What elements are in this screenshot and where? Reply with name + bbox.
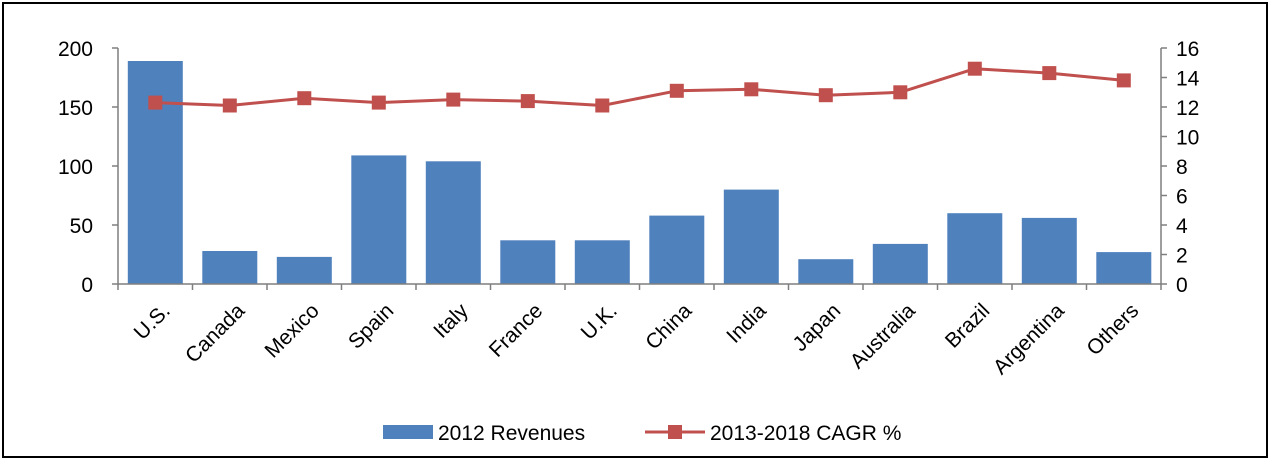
category-label-10: Australia	[846, 299, 920, 373]
bar-13	[1096, 252, 1152, 284]
right-tick-label-0: 0	[1176, 274, 1188, 297]
cagr-marker-4	[446, 92, 461, 107]
category-label-8: India	[722, 299, 771, 348]
cagr-marker-12	[1042, 66, 1057, 81]
cagr-marker-8	[744, 82, 759, 97]
line-group	[148, 61, 1131, 113]
right-tick-label-5: 10	[1176, 127, 1199, 150]
right-tick-label-1: 2	[1176, 245, 1188, 268]
cagr-marker-7	[669, 83, 684, 98]
category-label-7: China	[641, 299, 696, 354]
cagr-marker-0	[148, 95, 163, 110]
cagr-marker-3	[371, 95, 386, 110]
legend-marker-swatch	[668, 425, 682, 439]
legend-label-revenues: 2012 Revenues	[438, 422, 585, 445]
category-label-11: Brazil	[941, 299, 994, 352]
bar-1	[202, 251, 258, 284]
cagr-marker-11	[967, 61, 982, 76]
category-label-3: Spain	[344, 299, 398, 353]
bar-7	[649, 215, 705, 284]
legend-label-cagr: 2013-2018 CAGR %	[710, 422, 901, 445]
cagr-marker-2	[297, 91, 312, 106]
bar-4	[425, 161, 481, 284]
bar-0	[127, 61, 183, 284]
legend: 2012 Revenues 2013-2018 CAGR %	[383, 422, 901, 445]
bar-10	[872, 243, 928, 284]
bar-9	[798, 259, 854, 284]
category-label-1: Canada	[181, 299, 250, 368]
cagr-marker-9	[818, 88, 833, 103]
category-label-9: Japan	[789, 299, 846, 356]
category-label-4: Italy	[429, 299, 473, 343]
category-label-0: U.S.	[130, 299, 175, 344]
cagr-marker-6	[595, 98, 610, 113]
cagr-marker-1	[222, 98, 237, 113]
right-tick-label-7: 14	[1176, 68, 1200, 91]
cagr-marker-13	[1116, 73, 1131, 88]
category-label-5: France	[485, 299, 547, 361]
left-tick-label-2: 100	[58, 156, 93, 179]
cagr-marker-5	[520, 94, 535, 109]
bar-6	[574, 240, 630, 284]
bar-11	[947, 213, 1003, 284]
bars-group	[127, 61, 1152, 284]
right-tick-label-3: 6	[1176, 186, 1188, 209]
left-tick-label-1: 50	[70, 215, 93, 238]
category-label-13: Others	[1082, 299, 1143, 360]
right-tick-label-2: 4	[1176, 215, 1188, 238]
bar-8	[723, 189, 779, 284]
left-tick-label-4: 200	[58, 38, 93, 61]
right-tick-label-6: 12	[1176, 97, 1199, 120]
axes-group	[112, 47, 1167, 290]
category-label-12: Argentina	[989, 299, 1069, 379]
bar-5	[500, 240, 556, 284]
right-tick-label-8: 16	[1176, 38, 1199, 61]
bar-2	[276, 256, 332, 284]
bar-12	[1021, 217, 1077, 284]
category-label-2: Mexico	[260, 299, 323, 362]
right-tick-label-4: 8	[1176, 156, 1188, 179]
bar-3	[351, 155, 407, 284]
legend-bar-swatch	[383, 425, 433, 439]
cagr-marker-10	[893, 85, 908, 100]
cagr-line	[155, 67, 1124, 107]
category-label-6: U.K.	[577, 299, 622, 344]
left-tick-label-0: 0	[81, 274, 93, 297]
left-tick-label-3: 150	[58, 97, 93, 120]
ticks-group: 0 50 100 150 200 0 2 4 6 8 10 12 14 16 U.S. Canada Mexic…	[58, 38, 1200, 379]
